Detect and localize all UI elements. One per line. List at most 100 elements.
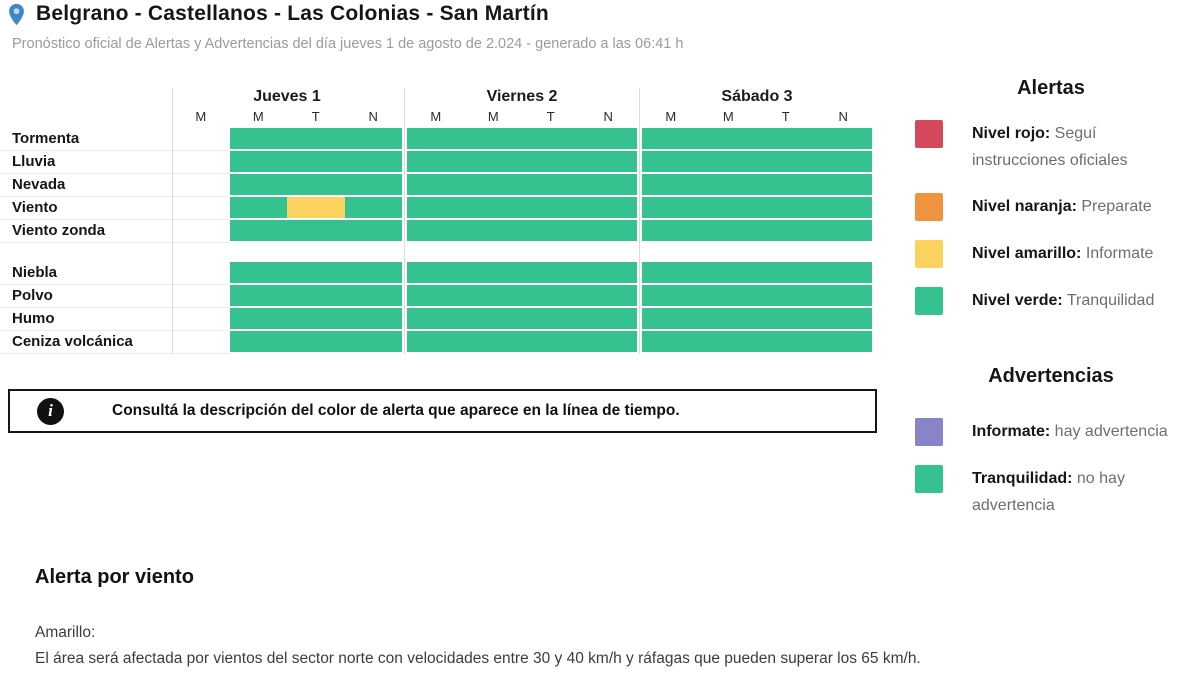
timeline-cell[interactable] (642, 262, 700, 283)
timeline-cell[interactable] (407, 220, 465, 241)
timeline-cell[interactable] (757, 285, 815, 306)
timeline-cell[interactable] (642, 220, 700, 241)
timeline-cell[interactable] (699, 174, 757, 195)
timeline-cell[interactable] (579, 331, 637, 352)
timeline-cell[interactable] (699, 151, 757, 172)
timeline-cell[interactable] (287, 285, 345, 306)
timeline-cell[interactable] (579, 285, 637, 306)
timeline-cell[interactable] (229, 285, 287, 306)
timeline-cell[interactable] (642, 285, 700, 306)
timeline-cell[interactable] (757, 197, 815, 218)
timeline-cell[interactable] (407, 285, 465, 306)
timeline-cell[interactable] (814, 197, 872, 218)
timeline-cell[interactable] (464, 285, 522, 306)
timeline-cell[interactable] (579, 220, 637, 241)
timeline-cell[interactable] (229, 331, 287, 352)
timeline-cell[interactable] (579, 151, 637, 172)
timeline-cell[interactable] (464, 220, 522, 241)
timeline-cell[interactable] (229, 197, 287, 218)
timeline-cell[interactable] (522, 151, 580, 172)
timeline-cell[interactable] (287, 151, 345, 172)
legend-item-text: Tranquilidad: no hay advertencia (972, 470, 1125, 514)
timeline-cell[interactable] (344, 220, 402, 241)
timeline-cell[interactable] (522, 285, 580, 306)
timeline-cell[interactable] (287, 174, 345, 195)
timeline-cell[interactable] (344, 331, 402, 352)
timeline-cell[interactable] (757, 220, 815, 241)
timeline-cell[interactable] (522, 128, 580, 149)
timeline-cell[interactable] (814, 151, 872, 172)
timeline-cell[interactable] (579, 197, 637, 218)
timeline-cell[interactable] (642, 151, 700, 172)
timeline-cell[interactable] (699, 197, 757, 218)
timeline-cell[interactable] (757, 151, 815, 172)
timeline-cell[interactable] (407, 331, 465, 352)
timeline-cell[interactable] (344, 128, 402, 149)
timeline-cell[interactable] (757, 308, 815, 329)
timeline-cell[interactable] (814, 285, 872, 306)
timeline-cell[interactable] (814, 308, 872, 329)
timeline-cell[interactable] (407, 174, 465, 195)
timeline-cell[interactable] (344, 285, 402, 306)
timeline-cell[interactable] (464, 331, 522, 352)
timeline-cell[interactable] (464, 128, 522, 149)
timeline-cell[interactable] (522, 174, 580, 195)
timeline-cell[interactable] (642, 308, 700, 329)
timeline-cell[interactable] (464, 151, 522, 172)
timeline-cell[interactable] (344, 308, 402, 329)
timeline-cell[interactable] (814, 262, 872, 283)
timeline-cell[interactable] (229, 308, 287, 329)
timeline-cell[interactable] (699, 331, 757, 352)
timeline-cell[interactable] (642, 331, 700, 352)
timeline-cell[interactable] (522, 220, 580, 241)
timeline-cell[interactable] (287, 128, 345, 149)
timeline-cell[interactable] (757, 128, 815, 149)
timeline-cell[interactable] (287, 262, 345, 283)
timeline-cell[interactable] (407, 151, 465, 172)
timeline-cell[interactable] (229, 262, 287, 283)
timeline-cell[interactable] (229, 151, 287, 172)
timeline-cell[interactable] (287, 220, 345, 241)
timeline-cell[interactable] (287, 197, 345, 218)
timeline-cell[interactable] (229, 128, 287, 149)
timeline-cell[interactable] (642, 174, 700, 195)
timeline-cell[interactable] (579, 262, 637, 283)
timeline-cell[interactable] (814, 331, 872, 352)
timeline-cell[interactable] (522, 262, 580, 283)
timeline-cell[interactable] (814, 220, 872, 241)
timeline-cell[interactable] (464, 174, 522, 195)
timeline-cell[interactable] (344, 174, 402, 195)
timeline-cell[interactable] (699, 285, 757, 306)
timeline-cell[interactable] (522, 308, 580, 329)
timeline-cell[interactable] (344, 151, 402, 172)
timeline-cell[interactable] (407, 262, 465, 283)
timeline-cell[interactable] (229, 174, 287, 195)
timeline-cell[interactable] (344, 262, 402, 283)
timeline-cell[interactable] (464, 197, 522, 218)
timeline-cell[interactable] (699, 262, 757, 283)
timeline-cell[interactable] (699, 128, 757, 149)
timeline-cell[interactable] (757, 331, 815, 352)
timeline-cell[interactable] (287, 331, 345, 352)
timeline-cell[interactable] (814, 128, 872, 149)
timeline-cell[interactable] (699, 308, 757, 329)
timeline-cell[interactable] (229, 220, 287, 241)
timeline-cell[interactable] (699, 220, 757, 241)
timeline-cell[interactable] (757, 174, 815, 195)
timeline-cell[interactable] (642, 197, 700, 218)
timeline-cell[interactable] (579, 308, 637, 329)
timeline-cell[interactable] (757, 262, 815, 283)
timeline-cell[interactable] (464, 262, 522, 283)
timeline-cell[interactable] (407, 308, 465, 329)
timeline-cell[interactable] (344, 197, 402, 218)
timeline-cell[interactable] (522, 331, 580, 352)
timeline-cell[interactable] (464, 308, 522, 329)
timeline-cell[interactable] (287, 308, 345, 329)
timeline-cell[interactable] (407, 197, 465, 218)
timeline-cell[interactable] (579, 128, 637, 149)
timeline-cell[interactable] (814, 174, 872, 195)
timeline-cell[interactable] (642, 128, 700, 149)
timeline-cell[interactable] (407, 128, 465, 149)
timeline-cell[interactable] (579, 174, 637, 195)
timeline-cell[interactable] (522, 197, 580, 218)
